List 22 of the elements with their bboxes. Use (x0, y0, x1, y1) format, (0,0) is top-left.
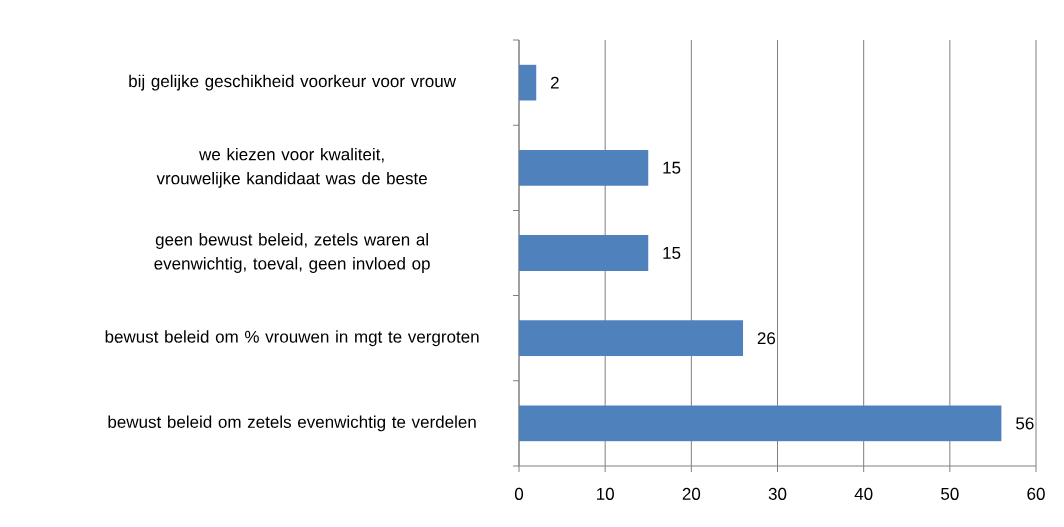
data-label: 56 (1016, 417, 1034, 430)
data-label: 26 (757, 332, 776, 345)
y-tick-label: geen bewust beleid, zetels waren al evenwichtig, toeval, geen invloed op (154, 233, 430, 273)
y-tick-label: bewust beleid om zetels evenwichtig te verdelen (108, 415, 476, 432)
bar (519, 149, 649, 186)
bar (519, 405, 1002, 442)
x-tick-label: 60 (1027, 487, 1045, 500)
x-tick-label: 0 (514, 487, 524, 500)
data-label: 2 (550, 76, 559, 89)
y-tick-label: we kiezen voor kwaliteit, vrouwelijke kandidaat was de beste (156, 147, 427, 188)
bar (519, 320, 744, 357)
x-tick-label: 40 (854, 487, 873, 500)
x-tick-label: 20 (682, 487, 701, 500)
x-tick-label: 50 (941, 487, 959, 500)
y-tick-label: bewust beleid om % vrouwen in mgt te vergroten (105, 330, 479, 347)
x-tick-label: 10 (597, 487, 614, 500)
y-tick-label: bij gelijke geschikheid voorkeur voor vrouw (129, 74, 457, 91)
x-tick-label: 30 (768, 487, 787, 500)
bar (519, 64, 537, 101)
data-label: 15 (663, 247, 681, 259)
data-label: 15 (663, 161, 681, 174)
bar (519, 235, 649, 271)
